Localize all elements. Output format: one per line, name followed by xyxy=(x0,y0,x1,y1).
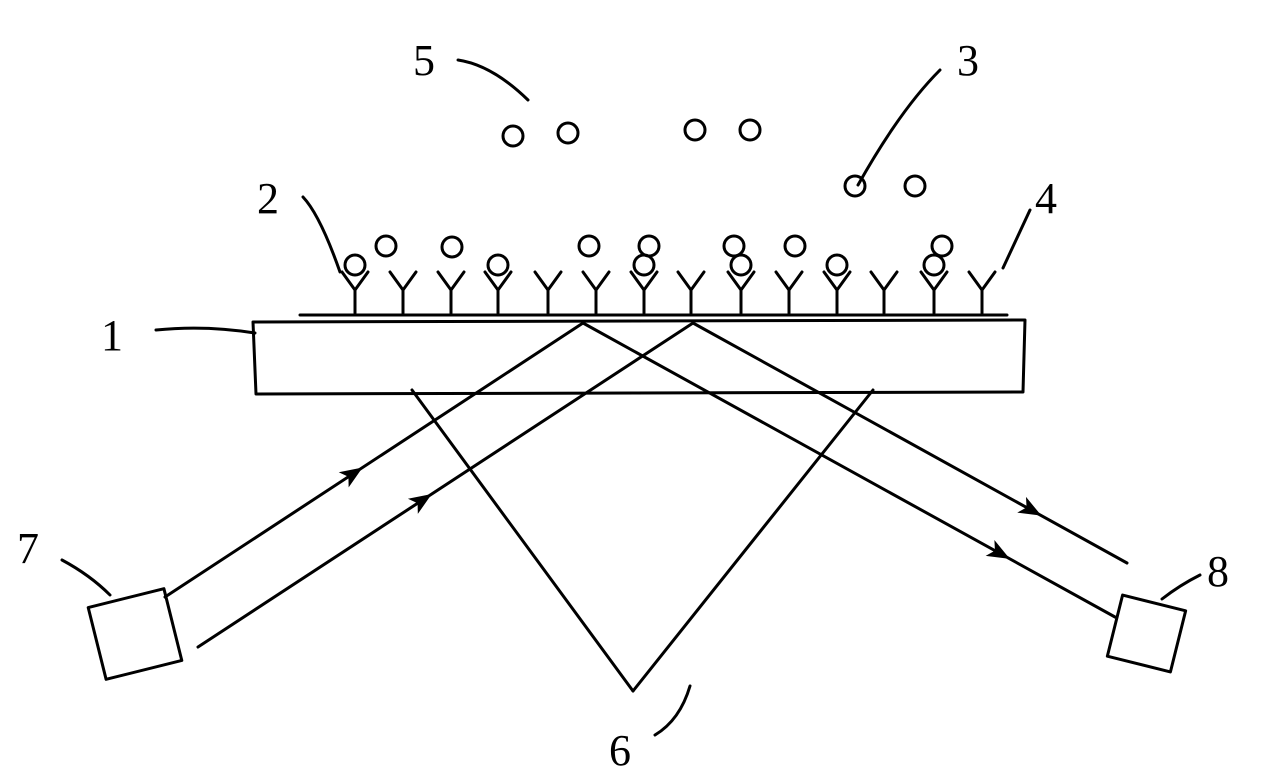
free-analyte xyxy=(639,236,659,256)
receptor-y xyxy=(438,272,464,313)
optics-boxes xyxy=(88,589,1185,680)
callout-label: 7 xyxy=(17,524,39,573)
bound-analyte xyxy=(488,255,508,275)
free-analyte xyxy=(724,236,744,256)
leader-line xyxy=(655,686,690,735)
leader-line xyxy=(62,560,110,595)
receptor-y xyxy=(824,272,850,313)
receptor-y xyxy=(390,272,416,313)
bound-analyte xyxy=(731,255,751,275)
reflected-ray xyxy=(693,323,1127,563)
receptor-y xyxy=(583,272,609,313)
bound-analyte xyxy=(345,255,365,275)
lower-reflection xyxy=(633,390,873,691)
free-analyte xyxy=(685,120,705,140)
bound-analyte xyxy=(827,255,847,275)
arrow-icon xyxy=(1019,498,1044,522)
callout-label: 6 xyxy=(609,726,631,775)
receptor-y xyxy=(631,272,657,313)
incident-ray xyxy=(165,323,583,597)
arrow-icon xyxy=(340,462,365,486)
detector-box xyxy=(1107,595,1185,672)
bound-analyte xyxy=(924,255,944,275)
arrow-icon xyxy=(987,542,1012,566)
callout-label: 4 xyxy=(1035,174,1057,223)
leader-line xyxy=(1003,210,1030,268)
free-analyte xyxy=(376,236,396,256)
receptor-y xyxy=(871,272,897,313)
leader-line xyxy=(303,197,340,272)
receptor-layer xyxy=(342,255,995,313)
incident-ray xyxy=(198,323,693,647)
receptor-y xyxy=(728,272,754,313)
callout-label: 5 xyxy=(413,36,435,85)
label-leaders xyxy=(62,60,1200,735)
arrow-icon xyxy=(410,488,435,512)
callout-label: 3 xyxy=(957,36,979,85)
leader-line xyxy=(858,70,940,185)
callout-label: 8 xyxy=(1207,547,1229,596)
receptor-y xyxy=(969,272,995,313)
free-analyte xyxy=(558,123,578,143)
free-analyte xyxy=(442,237,462,257)
free-analyte xyxy=(905,176,925,196)
free-analyte xyxy=(503,126,523,146)
free-analyte xyxy=(932,236,952,256)
receptor-y xyxy=(678,272,704,313)
analyte-particles xyxy=(376,120,952,257)
leader-line xyxy=(1162,575,1200,599)
light-rays xyxy=(165,323,1127,691)
leader-line xyxy=(458,60,528,100)
receptor-y xyxy=(921,272,947,313)
callout-label: 1 xyxy=(101,311,123,360)
labels: 1 2 3 4 5 6 7 8 xyxy=(17,36,1229,775)
receptor-y xyxy=(535,272,561,313)
free-analyte xyxy=(740,120,760,140)
receptor-y xyxy=(485,272,511,313)
receptor-y xyxy=(776,272,802,313)
diagram-canvas: 1 2 3 4 5 6 7 8 xyxy=(0,0,1273,782)
leader-line xyxy=(156,328,255,333)
light-source-box xyxy=(88,589,182,680)
free-analyte xyxy=(579,236,599,256)
free-analyte xyxy=(785,236,805,256)
reflected-ray xyxy=(583,323,1115,617)
receptor-y xyxy=(342,272,368,313)
callout-label: 2 xyxy=(257,174,279,223)
bound-analyte xyxy=(634,255,654,275)
